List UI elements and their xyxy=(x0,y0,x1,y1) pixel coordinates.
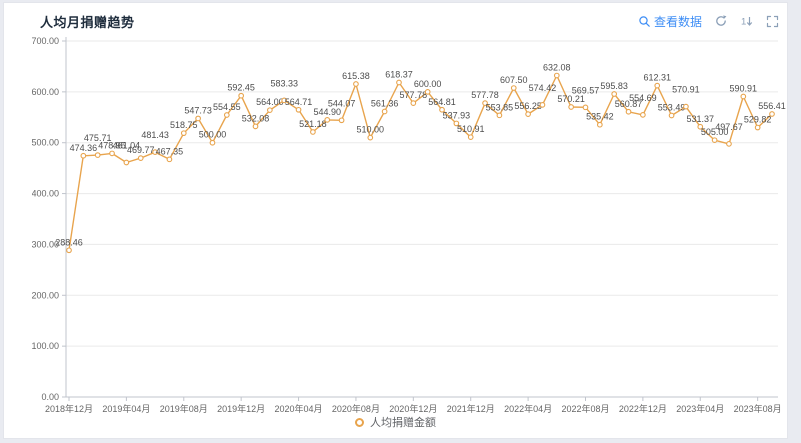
legend-item[interactable]: 人均捐赠金额 xyxy=(4,414,787,430)
svg-text:2020年08月: 2020年08月 xyxy=(332,403,380,414)
svg-text:592.45: 592.45 xyxy=(227,83,255,93)
svg-text:537.93: 537.93 xyxy=(443,110,471,120)
svg-text:2018年12月: 2018年12月 xyxy=(45,403,93,414)
svg-text:532.08: 532.08 xyxy=(242,113,270,123)
svg-text:2019年08月: 2019年08月 xyxy=(160,403,208,414)
svg-text:300.00: 300.00 xyxy=(32,239,59,249)
sort-icon: 1 xyxy=(740,14,754,28)
svg-text:200.00: 200.00 xyxy=(32,290,59,300)
svg-text:469.77: 469.77 xyxy=(127,145,155,155)
svg-text:570.91: 570.91 xyxy=(672,85,700,95)
svg-text:632.08: 632.08 xyxy=(543,63,571,73)
svg-text:400.00: 400.00 xyxy=(32,189,59,199)
svg-text:554.69: 554.69 xyxy=(629,93,657,103)
svg-text:607.50: 607.50 xyxy=(500,75,528,85)
svg-text:500.00: 500.00 xyxy=(199,130,227,140)
svg-text:2022年12月: 2022年12月 xyxy=(619,403,667,414)
svg-text:510.91: 510.91 xyxy=(457,124,485,134)
svg-text:2020年04月: 2020年04月 xyxy=(275,403,323,414)
svg-text:612.31: 612.31 xyxy=(643,73,671,83)
svg-text:590.91: 590.91 xyxy=(730,83,758,93)
svg-text:497.67: 497.67 xyxy=(715,122,743,132)
svg-text:600.00: 600.00 xyxy=(414,79,442,89)
svg-text:478.95: 478.95 xyxy=(98,140,126,150)
svg-text:554.55: 554.55 xyxy=(213,102,241,112)
page-title: 人均月捐赠趋势 xyxy=(40,15,135,30)
svg-text:467.35: 467.35 xyxy=(156,146,184,156)
svg-text:500.00: 500.00 xyxy=(32,138,59,148)
svg-text:583.33: 583.33 xyxy=(270,78,298,88)
svg-text:461.04: 461.04 xyxy=(113,141,141,151)
svg-text:474.36: 474.36 xyxy=(70,143,98,153)
svg-text:564.00: 564.00 xyxy=(256,97,284,107)
svg-text:544.07: 544.07 xyxy=(328,98,356,108)
svg-text:505.00: 505.00 xyxy=(701,127,729,137)
view-data-button[interactable]: 查看数据 xyxy=(638,13,702,30)
legend-marker-icon xyxy=(355,417,364,427)
svg-text:2022年08月: 2022年08月 xyxy=(561,403,609,414)
fullscreen-icon xyxy=(766,15,779,28)
svg-text:2019年12月: 2019年12月 xyxy=(217,403,265,414)
svg-text:2021年12月: 2021年12月 xyxy=(447,403,495,414)
legend-label: 人均捐赠金额 xyxy=(370,417,436,429)
svg-text:481.43: 481.43 xyxy=(141,130,169,140)
svg-text:100.00: 100.00 xyxy=(32,341,59,351)
chart-card: 人均月捐赠趋势 查看数据 xyxy=(3,2,788,439)
search-icon xyxy=(638,15,651,28)
header-actions: 查看数据 1 xyxy=(638,11,779,31)
svg-text:564.81: 564.81 xyxy=(428,97,456,107)
svg-text:577.78: 577.78 xyxy=(400,90,428,100)
svg-text:553.49: 553.49 xyxy=(658,103,686,113)
svg-text:518.75: 518.75 xyxy=(170,120,198,130)
svg-text:475.71: 475.71 xyxy=(84,133,112,143)
svg-text:618.37: 618.37 xyxy=(385,70,413,80)
svg-text:2022年04月: 2022年04月 xyxy=(504,403,552,414)
card-header: 人均月捐赠趋势 查看数据 xyxy=(4,3,787,37)
svg-text:556.41: 556.41 xyxy=(758,101,786,111)
sort-button[interactable]: 1 xyxy=(740,13,754,29)
svg-text:2023年04月: 2023年04月 xyxy=(676,403,724,414)
refresh-icon xyxy=(714,14,728,28)
svg-text:569.57: 569.57 xyxy=(572,85,600,95)
svg-text:615.38: 615.38 xyxy=(342,71,370,81)
donation-trend-chart: 0.00 100.00 200.00 300.00 400.00 500.00 600.00… xyxy=(31,29,792,431)
svg-text:600.00: 600.00 xyxy=(32,87,59,97)
svg-text:510.00: 510.00 xyxy=(357,125,385,135)
svg-text:595.83: 595.83 xyxy=(600,81,628,91)
svg-text:531.37: 531.37 xyxy=(686,114,714,124)
svg-text:535.42: 535.42 xyxy=(586,112,614,122)
svg-text:570.21: 570.21 xyxy=(557,94,585,104)
svg-text:553.85: 553.85 xyxy=(486,102,514,112)
svg-text:2019年04月: 2019年04月 xyxy=(102,403,150,414)
refresh-button[interactable] xyxy=(714,13,728,29)
svg-text:521.18: 521.18 xyxy=(299,119,327,129)
svg-text:0.00: 0.00 xyxy=(41,392,59,402)
svg-text:556.25: 556.25 xyxy=(514,101,542,111)
view-data-label: 查看数据 xyxy=(653,14,702,29)
svg-text:288.46: 288.46 xyxy=(55,237,83,247)
svg-text:1: 1 xyxy=(741,17,746,28)
svg-text:529.82: 529.82 xyxy=(744,115,772,125)
svg-text:2023年08月: 2023年08月 xyxy=(734,403,782,414)
svg-text:574.42: 574.42 xyxy=(529,83,557,93)
svg-text:577.78: 577.78 xyxy=(471,90,499,100)
svg-text:561.36: 561.36 xyxy=(371,99,399,109)
svg-text:2020年12月: 2020年12月 xyxy=(389,403,437,414)
svg-text:560.87: 560.87 xyxy=(615,99,643,109)
svg-text:544.90: 544.90 xyxy=(313,107,341,117)
svg-text:547.73: 547.73 xyxy=(184,105,212,115)
svg-text:564.71: 564.71 xyxy=(285,97,313,107)
svg-text:700.00: 700.00 xyxy=(32,36,59,46)
fullscreen-button[interactable] xyxy=(766,13,779,29)
